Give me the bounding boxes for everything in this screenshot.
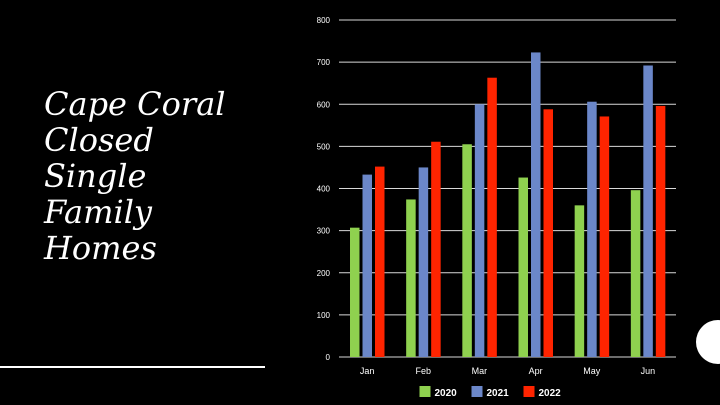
bar-2021-jan [362, 174, 372, 357]
bar-2020-mar [462, 144, 472, 357]
legend-label-2022: 2022 [539, 388, 562, 399]
bar-2020-apr [518, 177, 528, 357]
x-tick-label: Feb [415, 366, 431, 376]
legend-swatch-2021 [471, 386, 483, 397]
bar-2021-feb [418, 167, 429, 357]
bar-2022-may [599, 116, 610, 357]
bar-2020-jan [350, 227, 360, 357]
bar-2021-may [587, 101, 597, 357]
legend-swatch-2022 [523, 386, 535, 397]
y-tick-label: 400 [317, 185, 331, 194]
bar-2022-jun [655, 105, 666, 357]
bar-2022-feb [431, 141, 441, 357]
bar-2021-mar [474, 104, 485, 357]
x-tick-label: May [583, 366, 601, 376]
bar-2021-apr [531, 52, 541, 357]
legend-label-2020: 2020 [435, 388, 458, 399]
y-tick-label: 300 [317, 227, 331, 236]
bar-2020-jun [630, 190, 641, 357]
title-line: Single [44, 157, 147, 195]
x-tick-label: Jun [641, 366, 656, 376]
y-tick-label: 600 [317, 100, 331, 109]
title-line: Cape Coral [44, 85, 226, 123]
y-tick-label: 800 [317, 16, 331, 25]
bar-2022-apr [543, 109, 553, 358]
title-line: Homes [44, 229, 157, 267]
bar-2022-jan [375, 166, 385, 357]
legend-label-2021: 2021 [487, 388, 510, 399]
title-underline [0, 366, 265, 368]
x-tick-label: Apr [529, 366, 543, 376]
x-tick-label: Jan [360, 366, 375, 376]
slide-title: Cape Coral Closed Single Family Homes [44, 86, 274, 266]
bar-2020-may [574, 205, 585, 357]
title-line: Closed [44, 121, 154, 159]
bar-2020-feb [406, 199, 416, 357]
y-tick-label: 100 [317, 311, 331, 320]
y-tick-label: 0 [326, 353, 331, 362]
bar-2022-mar [487, 77, 497, 358]
title-line: Family [44, 193, 152, 231]
y-tick-label: 700 [317, 58, 331, 67]
bar-2021-jun [643, 65, 653, 358]
x-tick-label: Mar [472, 366, 488, 376]
y-tick-label: 200 [317, 269, 331, 278]
legend-swatch-2020 [419, 386, 431, 397]
y-tick-label: 500 [317, 142, 331, 151]
